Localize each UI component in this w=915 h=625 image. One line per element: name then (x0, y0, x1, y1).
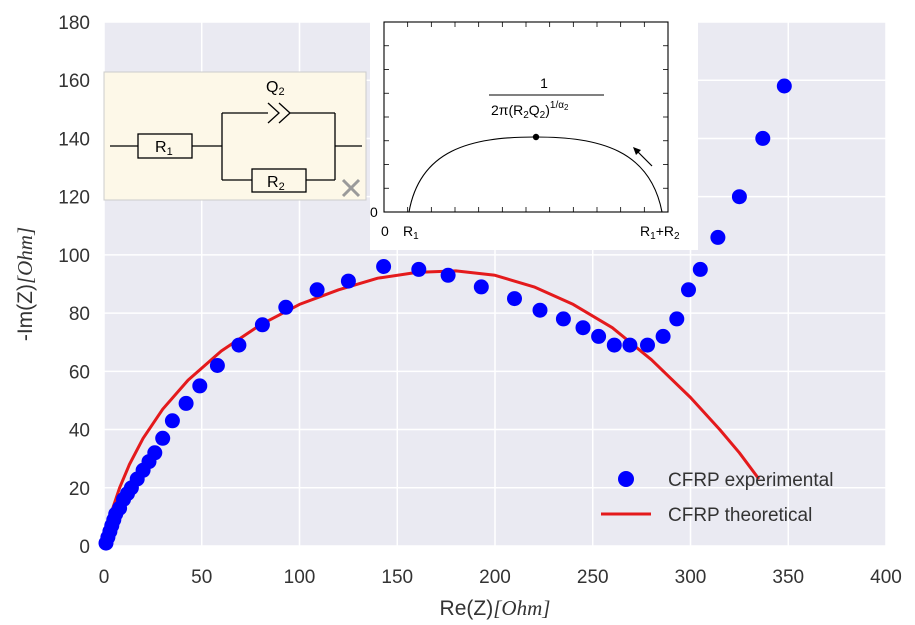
inset-x-origin-label: 0 (381, 223, 389, 239)
experimental-point (681, 282, 696, 298)
q2-label: Q2 (266, 79, 285, 98)
y-tick-label: 0 (79, 537, 90, 558)
y-tick-label: 80 (69, 304, 90, 325)
apex-denominator: 2π(R2Q2)1/α2 (491, 100, 569, 121)
x-tick-label: 400 (870, 567, 902, 588)
legend-marker-experimental (618, 471, 634, 487)
experimental-point (231, 337, 247, 353)
experimental-point (164, 413, 180, 429)
experimental-point (376, 259, 392, 274)
experimental-points-group (98, 78, 792, 551)
experimental-point (155, 430, 171, 446)
experimental-point (192, 378, 208, 394)
nyquist-inset-apex-point (532, 133, 540, 141)
circuit-inset: R1 Q2 R2 (103, 71, 367, 201)
y-tick-label: 120 (58, 188, 90, 209)
legend-label-experimental: CFRP experimental (668, 470, 833, 491)
y-tick-labels: 0 20 40 60 80 100 120 140 160 180 (58, 13, 90, 558)
r2-label: R2 (267, 174, 285, 193)
experimental-point (669, 311, 685, 327)
experimental-point (278, 299, 294, 315)
r1-label: R1 (155, 139, 173, 158)
experimental-point (254, 317, 270, 333)
experimental-point (710, 229, 726, 245)
y-tick-label: 40 (69, 421, 90, 442)
y-tick-label: 60 (69, 362, 90, 383)
nyquist-inset: 1 2π(R2Q2)1/α2 0 0 R1 R1+R2 (370, 18, 698, 250)
x-tick-label: 350 (772, 567, 804, 588)
experimental-point (591, 328, 607, 344)
y-tick-label: 140 (58, 129, 90, 150)
y-tick-label: 100 (58, 246, 90, 267)
frequency-arrow (635, 149, 653, 167)
x-tick-label: 100 (284, 567, 316, 588)
experimental-point (340, 273, 356, 289)
experimental-point (776, 78, 792, 94)
experimental-point (440, 267, 456, 283)
left-intercept-label: R1 (403, 223, 419, 242)
experimental-point (411, 261, 427, 277)
experimental-point (532, 302, 548, 318)
experimental-point (178, 395, 194, 411)
experimental-point (622, 337, 638, 353)
experimental-point (473, 279, 489, 295)
nyquist-inset-frame (370, 18, 698, 250)
experimental-point (755, 130, 771, 146)
experimental-point (731, 189, 747, 205)
experimental-point (606, 337, 622, 353)
theoretical-curve (102, 269, 761, 547)
x-tick-label: 150 (381, 567, 413, 588)
y-axis-title: -Im(Z)[Ohm] (13, 227, 37, 341)
experimental-point (692, 261, 708, 277)
x-tick-label: 0 (99, 567, 110, 588)
theoretical-curve-group (102, 269, 761, 547)
legend: CFRP experimental CFRP theoretical (601, 470, 833, 526)
close-icon[interactable] (341, 178, 361, 198)
experimental-point (209, 358, 225, 373)
experimental-point (655, 328, 671, 344)
nyquist-inset-ticks (384, 22, 668, 212)
legend-label-theoretical: CFRP theoretical (668, 505, 812, 526)
experimental-point (555, 311, 571, 327)
circuit-background (103, 71, 367, 201)
experimental-point (575, 320, 591, 336)
x-tick-label: 250 (577, 567, 609, 588)
apex-numerator: 1 (540, 75, 548, 91)
experimental-point (640, 337, 655, 353)
right-intercept-label: R1+R2 (640, 223, 680, 242)
frequency-arrow-head (633, 147, 641, 155)
experimental-point (147, 445, 163, 461)
y-tick-label: 20 (69, 479, 90, 500)
inset-y-origin-label: 0 (370, 204, 378, 220)
experimental-point (309, 282, 325, 298)
x-tick-label: 200 (479, 567, 511, 588)
x-tick-labels: 0 50 100 150 200 250 300 350 400 (99, 567, 902, 588)
experimental-point (507, 291, 522, 307)
y-tick-label: 180 (58, 13, 90, 34)
y-tick-label: 160 (58, 71, 90, 92)
x-axis-title: Re(Z)[Ohm] (440, 596, 551, 620)
x-tick-label: 50 (191, 567, 212, 588)
x-tick-label: 300 (675, 567, 707, 588)
